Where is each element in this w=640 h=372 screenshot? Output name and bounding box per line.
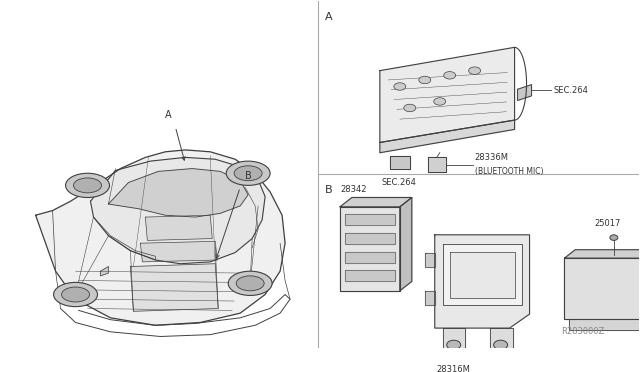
Ellipse shape	[493, 340, 508, 350]
Ellipse shape	[74, 178, 102, 193]
Polygon shape	[380, 120, 515, 153]
Ellipse shape	[234, 166, 262, 181]
Text: SEC.264: SEC.264	[554, 86, 588, 95]
Ellipse shape	[65, 173, 109, 198]
Ellipse shape	[54, 282, 97, 307]
Ellipse shape	[419, 76, 431, 84]
Text: B: B	[325, 185, 333, 195]
Polygon shape	[108, 169, 248, 217]
Text: 28336M: 28336M	[475, 153, 509, 162]
Polygon shape	[490, 328, 513, 356]
Polygon shape	[131, 264, 218, 311]
Text: 25017: 25017	[595, 219, 621, 228]
Ellipse shape	[444, 71, 456, 79]
Polygon shape	[435, 235, 529, 328]
Text: A: A	[165, 110, 172, 120]
Polygon shape	[450, 251, 515, 298]
Text: A: A	[325, 12, 333, 22]
Polygon shape	[345, 214, 395, 225]
Text: 28342: 28342	[340, 185, 367, 194]
Polygon shape	[564, 258, 640, 319]
Text: (BLUETOOTH MIC): (BLUETOOTH MIC)	[475, 167, 543, 176]
Polygon shape	[345, 251, 395, 263]
Ellipse shape	[434, 98, 445, 105]
Polygon shape	[145, 215, 212, 240]
Polygon shape	[518, 85, 532, 100]
Text: 28316M: 28316M	[436, 365, 470, 372]
Polygon shape	[390, 155, 410, 169]
Polygon shape	[140, 241, 217, 262]
Polygon shape	[90, 157, 265, 264]
Polygon shape	[345, 270, 395, 282]
Polygon shape	[340, 198, 412, 207]
Polygon shape	[400, 198, 412, 291]
Polygon shape	[570, 319, 640, 330]
Polygon shape	[443, 244, 522, 305]
Ellipse shape	[468, 67, 481, 74]
Ellipse shape	[226, 161, 270, 185]
Ellipse shape	[61, 287, 90, 302]
Ellipse shape	[228, 271, 272, 295]
Polygon shape	[428, 157, 445, 172]
Ellipse shape	[404, 104, 416, 112]
Polygon shape	[345, 233, 395, 244]
Polygon shape	[380, 47, 515, 142]
Text: R283000Z: R283000Z	[561, 327, 604, 337]
Text: B: B	[245, 171, 252, 181]
Polygon shape	[100, 266, 108, 276]
Ellipse shape	[610, 235, 618, 240]
Ellipse shape	[236, 276, 264, 291]
Text: SEC.264: SEC.264	[382, 178, 417, 187]
Polygon shape	[340, 207, 400, 291]
Polygon shape	[425, 253, 435, 267]
Ellipse shape	[447, 340, 461, 350]
Ellipse shape	[394, 83, 406, 90]
Polygon shape	[564, 250, 640, 258]
Polygon shape	[36, 150, 285, 325]
Polygon shape	[425, 291, 435, 305]
Polygon shape	[443, 328, 465, 356]
